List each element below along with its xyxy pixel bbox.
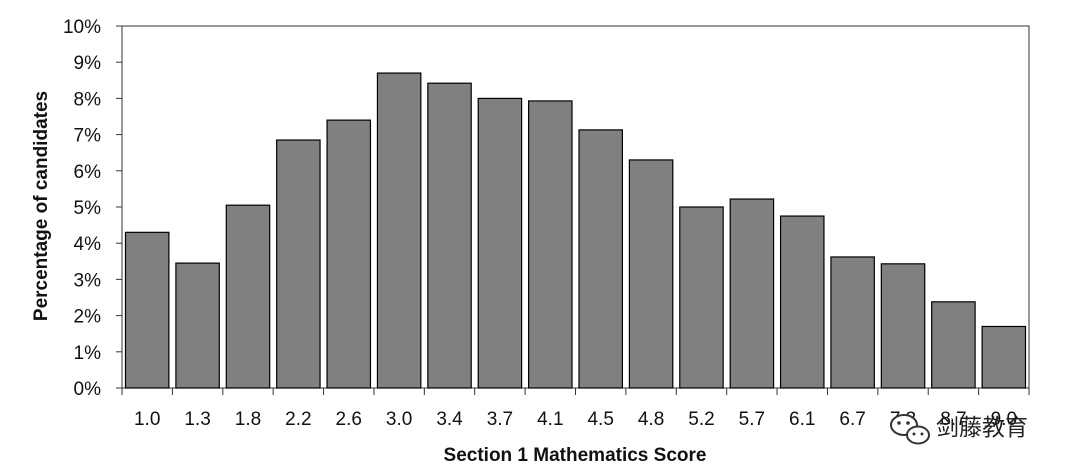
- y-tick-label: 9%: [74, 53, 102, 74]
- x-tick-label: 5.2: [688, 409, 714, 430]
- x-axis-title: Section 1 Mathematics Score: [444, 445, 707, 466]
- bar-5.7: [729, 198, 775, 389]
- bar-1.3: [175, 262, 220, 389]
- x-tick-label: 4.1: [537, 409, 563, 430]
- x-tick-label: 3.7: [487, 409, 513, 430]
- x-tick-label: 1.0: [134, 409, 160, 430]
- x-tick-label: 2.2: [285, 409, 311, 430]
- x-tick-label: 2.6: [336, 409, 362, 430]
- y-tick-label: 1%: [74, 343, 102, 364]
- x-tick-label: 9.0: [991, 409, 1017, 430]
- y-tick-label: 5%: [74, 198, 102, 219]
- y-tick-label: 7%: [74, 126, 102, 147]
- x-tick-label: 1.3: [184, 409, 210, 430]
- x-tick-label: 6.7: [839, 409, 865, 430]
- y-tick-label: 6%: [74, 162, 102, 183]
- watermark-text: 剑藤教育: [936, 415, 1028, 441]
- bar-3.4: [427, 82, 472, 389]
- y-tick-label: 0%: [74, 379, 102, 400]
- x-tick-label: 6.1: [789, 409, 815, 430]
- bar-4.5: [578, 129, 623, 389]
- x-tick-label: 1.8: [235, 409, 261, 430]
- y-axis-title: Percentage of candidates: [31, 91, 52, 321]
- bar-8.7: [931, 301, 976, 389]
- y-tick-label: 2%: [74, 307, 102, 328]
- bar-4.1: [528, 100, 573, 389]
- x-tick-label: 5.7: [739, 409, 765, 430]
- x-tick-label: 4.5: [587, 409, 613, 430]
- y-tick-label: 3%: [74, 270, 102, 291]
- bar-9.0: [981, 325, 1027, 389]
- bar-5.2: [679, 206, 724, 389]
- x-tick-label: 3.4: [436, 409, 463, 430]
- y-axis: 0% 1% 2% 3% 4% 5% 6% 7% 8% 9% 10%: [63, 17, 122, 400]
- y-tick-label: 8%: [74, 89, 102, 110]
- wechat-icon: [890, 414, 930, 445]
- bar-7.3: [880, 263, 926, 389]
- x-tick-label: 3.0: [386, 409, 412, 430]
- y-tick-label: 4%: [74, 234, 102, 255]
- x-axis: 1.0 1.3 1.8 2.2 2.6 3.0 3.4 3.7 4.1 4.5 4.8 5.2 5.7 6…: [121, 388, 1030, 430]
- x-tick-label: 4.8: [638, 409, 664, 430]
- bar-2.6: [326, 119, 372, 389]
- x-tick-label: 8.7: [940, 409, 966, 430]
- watermark: 剑藤教育: [890, 414, 1028, 445]
- bars: [124, 72, 1027, 389]
- bar-1.8: [225, 204, 271, 389]
- bar-1.0: [124, 231, 170, 389]
- bar-3.7: [477, 97, 523, 389]
- bar-6.1: [779, 215, 825, 389]
- y-tick-label: 10%: [63, 17, 101, 38]
- bar-4.8: [628, 159, 674, 389]
- bar-3.0: [376, 72, 422, 389]
- bar-2.2: [276, 139, 321, 389]
- bar-6.7: [830, 256, 875, 389]
